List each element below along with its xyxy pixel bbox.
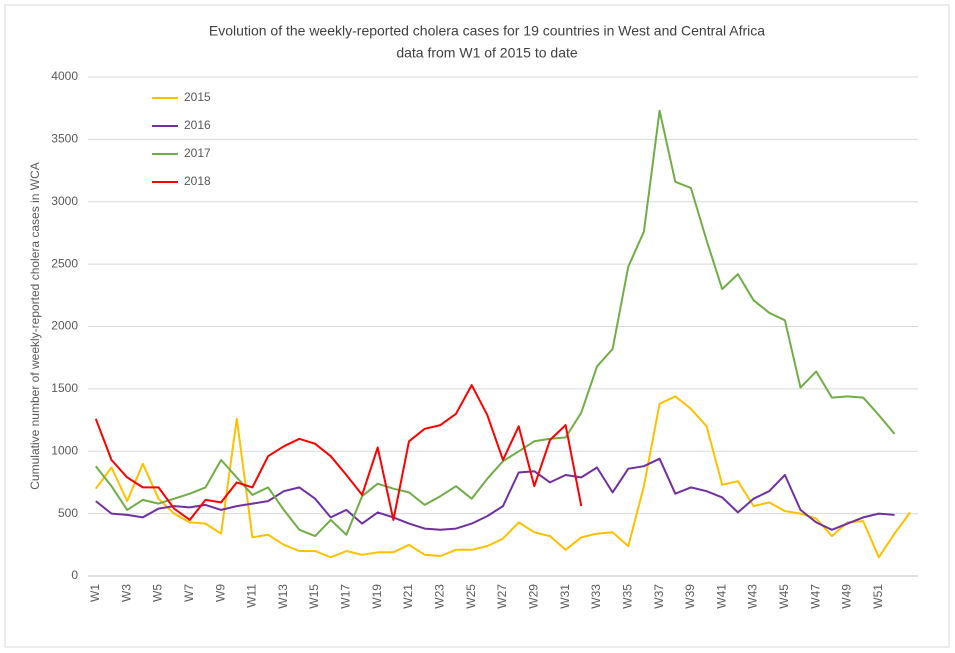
legend-label: 2017 xyxy=(184,146,211,160)
x-tick-label: W9 xyxy=(213,584,227,602)
series-line xyxy=(95,109,896,538)
x-tick-label: W45 xyxy=(777,584,791,609)
chart-subtitle: data from W1 of 2015 to date xyxy=(396,45,578,61)
x-tick-label: W47 xyxy=(808,584,822,609)
x-tick-label: W5 xyxy=(151,584,165,602)
x-tick-label: W51 xyxy=(871,584,885,609)
x-tick-label: W13 xyxy=(276,584,290,609)
y-axis-label: Cumulative number of weekly-reported cho… xyxy=(28,162,42,489)
series-line xyxy=(94,384,583,521)
x-tick-label: W15 xyxy=(307,584,321,609)
y-tick-label: 2500 xyxy=(51,256,78,270)
legend-label: 2018 xyxy=(184,174,211,188)
x-tick-label: W7 xyxy=(182,584,196,602)
y-tick-label: 1500 xyxy=(51,381,78,395)
x-tick-label: W25 xyxy=(464,584,478,609)
x-tick-label: W39 xyxy=(683,584,697,609)
x-tick-label: W1 xyxy=(88,584,102,602)
x-tick-label: W19 xyxy=(370,584,384,609)
chart-title: Evolution of the weekly-reported cholera… xyxy=(209,23,765,39)
x-tick-label: W49 xyxy=(840,584,854,609)
y-tick-label: 2000 xyxy=(51,319,78,333)
x-tick-label: W31 xyxy=(558,584,572,609)
x-tick-label: W17 xyxy=(339,584,353,609)
series-line xyxy=(94,395,912,559)
y-tick-label: 500 xyxy=(58,506,78,520)
y-tick-label: 1000 xyxy=(51,443,78,457)
x-tick-label: W35 xyxy=(620,584,634,609)
x-tick-label: W29 xyxy=(526,584,540,609)
y-tick-label: 3000 xyxy=(51,194,78,208)
y-tick-label: 0 xyxy=(71,568,78,582)
x-tick-label: W43 xyxy=(746,584,760,609)
x-tick-label: W11 xyxy=(245,584,259,608)
x-tick-label: W41 xyxy=(714,584,728,609)
x-tick-label: W33 xyxy=(589,584,603,609)
x-tick-label: W23 xyxy=(433,584,447,609)
legend-label: 2015 xyxy=(184,90,211,104)
x-tick-label: W21 xyxy=(401,584,415,609)
y-tick-label: 4000 xyxy=(51,69,78,83)
x-tick-label: W27 xyxy=(495,584,509,609)
series-line xyxy=(95,457,895,531)
x-tick-label: W37 xyxy=(652,584,666,609)
legend-label: 2016 xyxy=(184,118,211,132)
x-tick-label: W3 xyxy=(119,584,133,602)
y-tick-label: 3500 xyxy=(51,132,78,146)
